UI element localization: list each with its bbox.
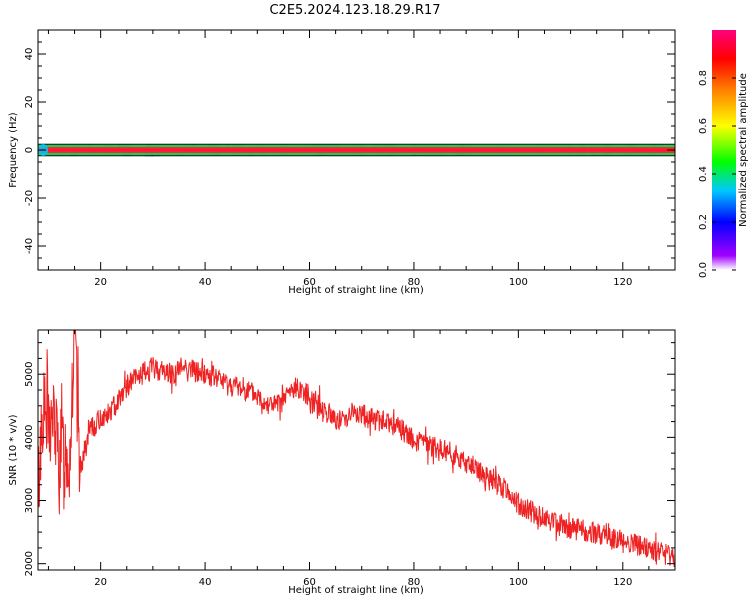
colorbar: 0.0 0.2 0.4 0.6 0.8 Normalized spectral ampl… bbox=[698, 30, 749, 278]
p2-ytick-label: 3000 bbox=[24, 488, 35, 513]
p1-xtick-label: 40 bbox=[199, 277, 212, 288]
snr-panel: 20 40 60 80 100 120 2000 3000 4000 5000 Height of… bbox=[8, 329, 676, 596]
p2-xtick-label: 40 bbox=[199, 577, 212, 588]
colorbar-gradient bbox=[712, 30, 736, 270]
p1-ytick-label: 0 bbox=[24, 147, 35, 153]
p2-xtick-label: 80 bbox=[408, 577, 421, 588]
snr-ylabel: SNR (10 * v/v) bbox=[8, 414, 19, 485]
p1-ytick-label: -20 bbox=[24, 190, 35, 206]
p1-ytick-label: 40 bbox=[24, 48, 35, 61]
spectrogram-xlabel: Height of straight line (km) bbox=[288, 285, 424, 296]
spectrogram-ylabel: Frequency (Hz) bbox=[8, 112, 19, 188]
p2-xtick-label: 60 bbox=[303, 577, 316, 588]
p2-ytick-label: 2000 bbox=[24, 551, 35, 576]
p1-xtick-label: 60 bbox=[303, 277, 316, 288]
colorbar-tick-label: 0.6 bbox=[698, 118, 709, 134]
colorbar-tick-label: 0.4 bbox=[698, 166, 709, 182]
snr-ticks: 20 40 60 80 100 120 2000 3000 4000 5000 bbox=[24, 330, 676, 588]
p1-xtick-label: 120 bbox=[613, 277, 632, 288]
p1-ytick-label: -40 bbox=[24, 238, 35, 254]
colorbar-tick-label: 0.8 bbox=[698, 70, 709, 86]
colorbar-tick-label: 0.2 bbox=[698, 214, 709, 230]
spectrogram-panel: 20 40 60 80 100 120 -40 -20 0 20 40 Height of stra… bbox=[8, 29, 676, 296]
p1-xtick-label: 80 bbox=[408, 277, 421, 288]
figure-title: C2E5.2024.123.18.29.R17 bbox=[269, 3, 440, 18]
p2-xtick-label: 120 bbox=[613, 577, 632, 588]
colorbar-label: Normalized spectral amplitude bbox=[738, 73, 749, 227]
p2-ytick-label: 5000 bbox=[24, 361, 35, 386]
spectrogram-ticks: 20 40 60 80 100 120 -40 -20 0 20 40 bbox=[24, 29, 676, 288]
p1-xtick-label: 20 bbox=[94, 277, 107, 288]
colorbar-ticks: 0.0 0.2 0.4 0.6 0.8 bbox=[698, 70, 736, 278]
p2-xtick-label: 100 bbox=[509, 577, 528, 588]
p2-xtick-label: 20 bbox=[94, 577, 107, 588]
p1-xtick-label: 100 bbox=[509, 277, 528, 288]
snr-plot-area bbox=[38, 330, 675, 570]
p1-ytick-label: 20 bbox=[24, 96, 35, 109]
snr-series-line bbox=[38, 330, 675, 567]
spectrogram-data bbox=[38, 143, 675, 157]
snr-data bbox=[38, 330, 675, 567]
p2-ytick-label: 4000 bbox=[24, 425, 35, 450]
colorbar-tick-label: 0.0 bbox=[698, 262, 709, 278]
snr-frame bbox=[37, 329, 676, 571]
snr-xlabel: Height of straight line (km) bbox=[288, 585, 424, 596]
